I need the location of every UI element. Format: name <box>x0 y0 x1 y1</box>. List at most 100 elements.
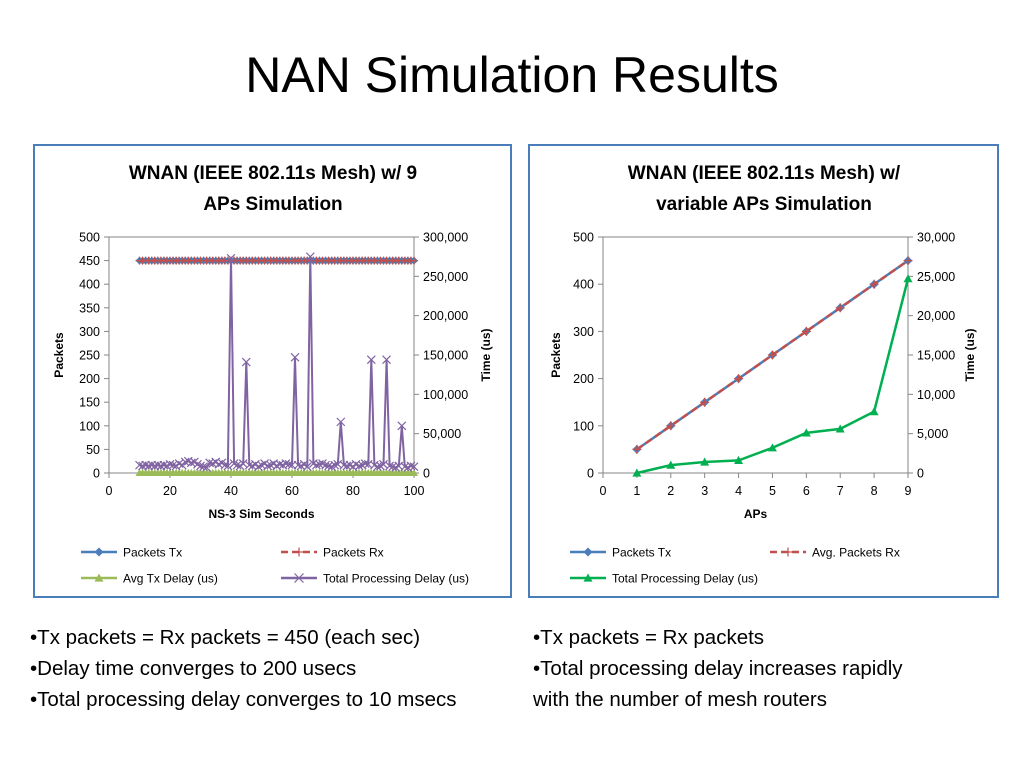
y2-tick-label: 25,000 <box>917 270 955 284</box>
y-tick-label: 350 <box>79 301 100 315</box>
data-point-x <box>302 462 312 472</box>
data-point-triangle <box>835 424 845 433</box>
data-point-plus <box>666 421 676 431</box>
data-point-x <box>366 355 376 365</box>
y2-tick-label: 50,000 <box>423 427 461 441</box>
data-point-triangle <box>94 573 104 582</box>
y2-tick-label: 5,000 <box>917 427 948 441</box>
data-point-plus <box>734 374 744 384</box>
data-point-x <box>226 253 236 263</box>
x-tick-label: 0 <box>106 484 113 498</box>
y-tick-label: 150 <box>79 396 100 410</box>
y-axis-label: Packets <box>52 332 66 378</box>
data-point-plus <box>835 303 845 313</box>
x-tick-label: 20 <box>163 484 177 498</box>
bullet-list-right: •Tx packets = Rx packets •Total processi… <box>533 622 903 715</box>
data-point-triangle <box>734 455 744 465</box>
x-tick-label: 60 <box>285 484 299 498</box>
y-tick-label: 0 <box>587 467 594 481</box>
data-point-triangle <box>767 443 777 452</box>
x-tick-label: 9 <box>905 484 912 498</box>
data-point-x <box>294 573 304 583</box>
x-tick-label: 8 <box>871 484 878 498</box>
y2-tick-label: 30,000 <box>917 231 955 245</box>
legend-label: Total Processing Delay (us) <box>612 572 758 586</box>
legend-label: Total Processing Delay (us) <box>323 572 469 586</box>
y-tick-label: 200 <box>573 372 594 386</box>
data-point-x <box>397 421 407 431</box>
data-point-triangle <box>801 428 811 437</box>
y2-axis-label: Time (us) <box>479 328 493 381</box>
x-tick-label: 4 <box>735 484 742 498</box>
data-point-plus <box>783 547 793 557</box>
data-point-triangle <box>869 407 879 416</box>
y2-tick-label: 100,000 <box>423 388 468 402</box>
data-point-x <box>199 462 208 472</box>
y2-tick-label: 200,000 <box>423 309 468 323</box>
chart-title: WNAN (IEEE 802.11s Mesh) w/ <box>628 163 901 184</box>
plot-area <box>602 236 909 474</box>
y-tick-label: 200 <box>79 372 100 386</box>
data-point-triangle <box>666 460 676 469</box>
data-point-x <box>336 417 346 427</box>
y-tick-label: 450 <box>79 254 100 268</box>
y-tick-label: 250 <box>79 349 100 363</box>
y2-tick-label: 15,000 <box>917 349 955 363</box>
bullet-item: •Delay time converges to 200 usecs <box>30 657 357 680</box>
data-point-plus <box>410 256 418 265</box>
data-point-diamond <box>583 547 593 557</box>
y2-tick-label: 0 <box>917 467 924 481</box>
data-point-x <box>406 461 416 471</box>
chart-9-aps: WNAN (IEEE 802.11s Mesh) w/ 9 APs Simulat… <box>33 144 512 598</box>
data-point-triangle <box>583 573 593 582</box>
data-point-plus <box>869 279 879 289</box>
x-axis-label: NS-3 Sim Seconds <box>208 507 314 521</box>
chart-9-aps-svg: WNAN (IEEE 802.11s Mesh) w/ 9 APs Simulat… <box>52 163 493 586</box>
x-tick-label: 80 <box>346 484 360 498</box>
bullet-item: •Tx packets = Rx packets = 450 (each sec… <box>30 626 421 649</box>
y-tick-label: 400 <box>79 278 100 292</box>
data-point-x <box>382 355 391 365</box>
chart-title: variable APs Simulation <box>656 194 872 215</box>
y2-axis-label: Time (us) <box>963 328 977 381</box>
x-tick-label: 7 <box>837 484 844 498</box>
data-point-x <box>263 461 273 471</box>
data-point-plus <box>903 256 913 266</box>
data-point-x <box>174 459 184 468</box>
bullet-item: •Tx packets = Rx packets <box>533 626 765 649</box>
legend-label: Packets Tx <box>123 546 182 560</box>
data-point-x <box>360 459 370 468</box>
x-axis-label: APs <box>744 507 768 521</box>
data-point-x <box>223 461 233 471</box>
data-point-x <box>284 459 294 469</box>
y2-tick-label: 20,000 <box>917 309 955 323</box>
y2-tick-label: 150,000 <box>423 349 468 363</box>
y-tick-label: 500 <box>79 231 100 245</box>
data-point-triangle <box>632 468 642 477</box>
y2-tick-label: 300,000 <box>423 231 468 245</box>
y-tick-label: 100 <box>79 419 100 433</box>
data-point-x <box>193 459 202 469</box>
y-tick-label: 400 <box>573 278 594 292</box>
legend-label: Avg. Packets Rx <box>812 546 900 560</box>
y2-tick-label: 0 <box>423 467 430 481</box>
series-line <box>139 256 415 469</box>
y-tick-label: 100 <box>573 419 594 433</box>
y2-tick-label: 250,000 <box>423 270 468 284</box>
bullet-item: •Total processing delay increases rapidl… <box>533 657 903 680</box>
data-point-triangle <box>700 457 710 466</box>
x-tick-label: 0 <box>600 484 607 498</box>
bullet-item: with the number of mesh routers <box>533 688 827 711</box>
chart-variable-aps: WNAN (IEEE 802.11s Mesh) w/variable APs … <box>528 144 999 598</box>
x-tick-label: 5 <box>769 484 776 498</box>
data-point-triangle <box>903 274 913 283</box>
chart-title: APs Simulation <box>203 194 342 215</box>
data-point-x <box>241 357 251 367</box>
data-point-plus <box>632 444 642 454</box>
data-point-x <box>202 463 212 472</box>
y-tick-label: 0 <box>93 467 100 481</box>
data-point-plus <box>801 326 811 336</box>
y-tick-label: 50 <box>86 443 100 457</box>
data-point-plus <box>700 397 710 407</box>
y-tick-label: 300 <box>79 325 100 339</box>
